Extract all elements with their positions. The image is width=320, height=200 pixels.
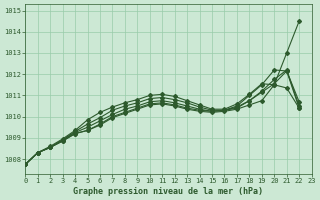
X-axis label: Graphe pression niveau de la mer (hPa): Graphe pression niveau de la mer (hPa) xyxy=(74,187,263,196)
